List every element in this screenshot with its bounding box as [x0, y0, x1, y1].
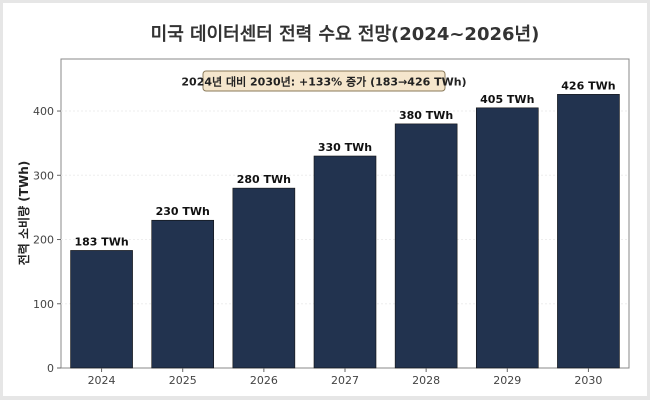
data-label: 230 TWh [156, 205, 210, 218]
bar-2024 [70, 250, 133, 369]
bar-2025 [151, 219, 215, 369]
y-tick-label: 100 [33, 298, 54, 311]
x-tick-label: 2028 [412, 374, 440, 387]
data-label: 405 TWh [480, 93, 534, 106]
bar-2029 [475, 107, 539, 369]
data-label: 380 TWh [399, 109, 453, 122]
annotation-text: 2024년 대비 2030년: +133% 증가 (183→426 TWh) [181, 75, 466, 89]
annotation-box [202, 70, 446, 92]
y-tick-label: 400 [33, 105, 54, 118]
bar-2028 [394, 123, 458, 369]
x-tick-label: 2026 [250, 374, 278, 387]
y-axis-label: 전력 소비량 (TWh) [16, 161, 31, 266]
bar-2026 [232, 187, 296, 369]
data-label: 426 TWh [561, 79, 615, 92]
x-tick-label: 2024 [88, 374, 116, 387]
bar-2027 [313, 155, 377, 369]
x-tick-label: 2025 [169, 374, 197, 387]
data-label: 183 TWh [74, 235, 128, 248]
data-label: 330 TWh [318, 141, 372, 154]
data-label: 280 TWh [237, 173, 291, 186]
bar-2030 [557, 94, 620, 369]
x-tick-label: 2030 [574, 374, 602, 387]
y-tick-label: 200 [33, 234, 54, 247]
x-tick-label: 2027 [331, 374, 359, 387]
x-tick-label: 2029 [493, 374, 521, 387]
chart-title: 미국 데이터센터 전력 수요 전망(2024~2026년) [151, 24, 540, 45]
y-tick-label: 0 [47, 362, 54, 375]
y-tick-label: 300 [33, 169, 54, 182]
